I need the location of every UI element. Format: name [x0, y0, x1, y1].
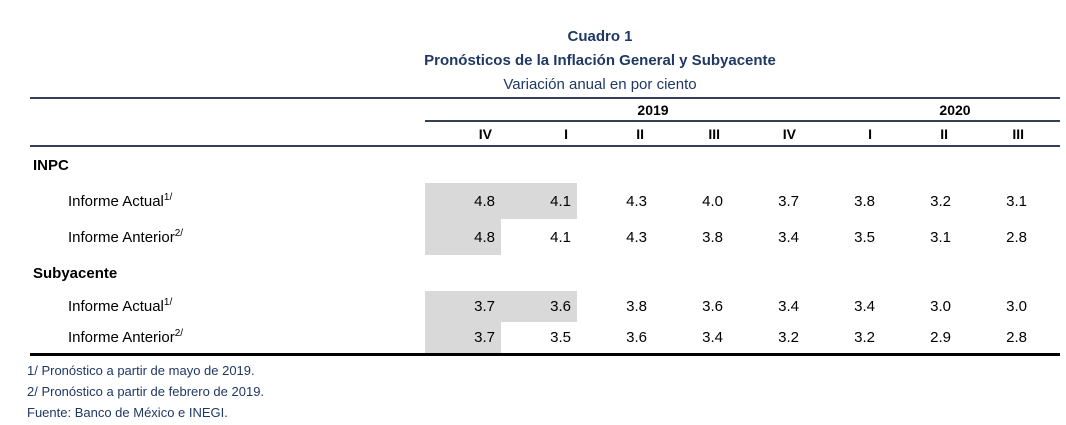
- quarter-header: II: [636, 125, 644, 142]
- table-subtitle: Pronósticos de la Inflación General y Su…: [424, 52, 776, 69]
- table-row-subyacente-informe-anterior: Informe Anterior2/ 3.7 3.5 3.6 3.4 3.2 3…: [30, 322, 1060, 353]
- value-cell: 3.2: [778, 329, 799, 346]
- table-bottom-rule: [30, 353, 1060, 356]
- year-2020-header: 2020: [939, 101, 971, 118]
- year-row-label-spacer: [30, 99, 425, 122]
- quarter-header: II: [940, 125, 948, 142]
- row-label-cell: Informe Anterior2/: [30, 328, 425, 347]
- value-cell: 2.8: [1006, 329, 1027, 346]
- row-label: Informe Anterior: [68, 329, 175, 346]
- quarter-header: I: [868, 125, 872, 142]
- year-header-row: 2019 2020: [30, 97, 1060, 122]
- value-cell: 3.5: [550, 329, 571, 346]
- footnote-marker: 1/: [163, 191, 173, 203]
- value-cell: 3.7: [778, 192, 799, 210]
- row-label-cell: Informe Anterior2/: [30, 227, 425, 246]
- value-cell: 4.3: [626, 228, 647, 246]
- table-row-inpc-informe-anterior: Informe Anterior2/ 4.8 4.1 4.3 3.8 3.4 3…: [30, 219, 1060, 255]
- table-number-title: Cuadro 1: [567, 28, 633, 45]
- quarter-header: III: [708, 125, 720, 142]
- quarter-header: IV: [782, 125, 796, 142]
- section-header-subyacente: Subyacente: [30, 255, 1060, 291]
- value-cell: 2.9: [930, 329, 951, 346]
- section-label: Subyacente: [33, 264, 118, 282]
- value-cell: 4.0: [702, 192, 723, 210]
- quarter-header: IV: [478, 125, 492, 142]
- value-cell: 4.8: [425, 183, 501, 219]
- value-cell: 3.2: [854, 329, 875, 346]
- value-cell: 3.7: [425, 291, 501, 322]
- table-row-subyacente-informe-actual: Informe Actual1/ 3.7 3.6 3.8 3.6 3.4 3.4…: [30, 291, 1060, 322]
- value-cell: 2.8: [1006, 228, 1027, 246]
- value-cell: 4.3: [626, 192, 647, 210]
- row-label-cell: Informe Actual1/: [30, 191, 425, 210]
- value-cell: 3.6: [626, 329, 647, 346]
- year-header-cells: 2019 2020: [425, 99, 1060, 122]
- row-label: Informe Anterior: [68, 228, 175, 246]
- footnote-marker: 1/: [163, 297, 173, 308]
- footnote-marker: 2/: [174, 328, 184, 339]
- value-cell: 3.8: [702, 228, 723, 246]
- quarter-header: I: [564, 125, 568, 142]
- value-cell: 4.1: [550, 228, 571, 246]
- row-label: Informe Actual: [68, 298, 164, 315]
- value-cell: 4.1: [501, 183, 577, 219]
- footnote-block: 1/ Pronóstico a partir de mayo de 2019. …: [27, 360, 1066, 423]
- value-cell: 3.0: [1006, 298, 1027, 315]
- source-line: Fuente: Banco de México e INEGI.: [27, 405, 228, 420]
- value-cell: 3.8: [626, 298, 647, 315]
- value-cell: 3.5: [854, 228, 875, 246]
- year-2019-header: 2019: [637, 101, 669, 118]
- table-units-line: Variación anual en por ciento: [503, 76, 697, 93]
- value-cell: 3.7: [425, 322, 501, 353]
- footnote-1: 1/ Pronóstico a partir de mayo de 2019.: [27, 363, 255, 378]
- quarter-header: III: [1012, 125, 1024, 142]
- value-cell: 3.4: [778, 228, 799, 246]
- value-cell: 4.8: [425, 219, 501, 255]
- inflation-forecast-table: 2019 2020 IV I II III IV I II III INPC I…: [30, 97, 1060, 356]
- section-header-inpc: INPC: [30, 147, 1060, 183]
- value-cell: 3.6: [702, 298, 723, 315]
- quarter-header-row: IV I II III IV I II III: [30, 122, 1060, 147]
- table-row-inpc-informe-actual: Informe Actual1/ 4.8 4.1 4.3 4.0 3.7 3.8…: [30, 183, 1060, 219]
- section-label: INPC: [33, 156, 69, 174]
- value-cell: 3.1: [1006, 192, 1027, 210]
- value-cell: 3.2: [930, 192, 951, 210]
- footnote-2: 2/ Pronóstico a partir de febrero de 201…: [27, 384, 265, 399]
- value-cell: 3.1: [930, 228, 951, 246]
- value-cell: 3.6: [501, 291, 577, 322]
- value-cell: 3.4: [778, 298, 799, 315]
- row-label: Informe Actual: [68, 192, 164, 210]
- value-cell: 3.8: [854, 192, 875, 210]
- table-title-block: Cuadro 1 Pronósticos de la Inflación Gen…: [0, 0, 1066, 97]
- value-cell: 3.4: [702, 329, 723, 346]
- value-cell: 3.0: [930, 298, 951, 315]
- footnote-marker: 2/: [174, 227, 184, 239]
- value-cell: 3.4: [854, 298, 875, 315]
- row-label-cell: Informe Actual1/: [30, 297, 425, 316]
